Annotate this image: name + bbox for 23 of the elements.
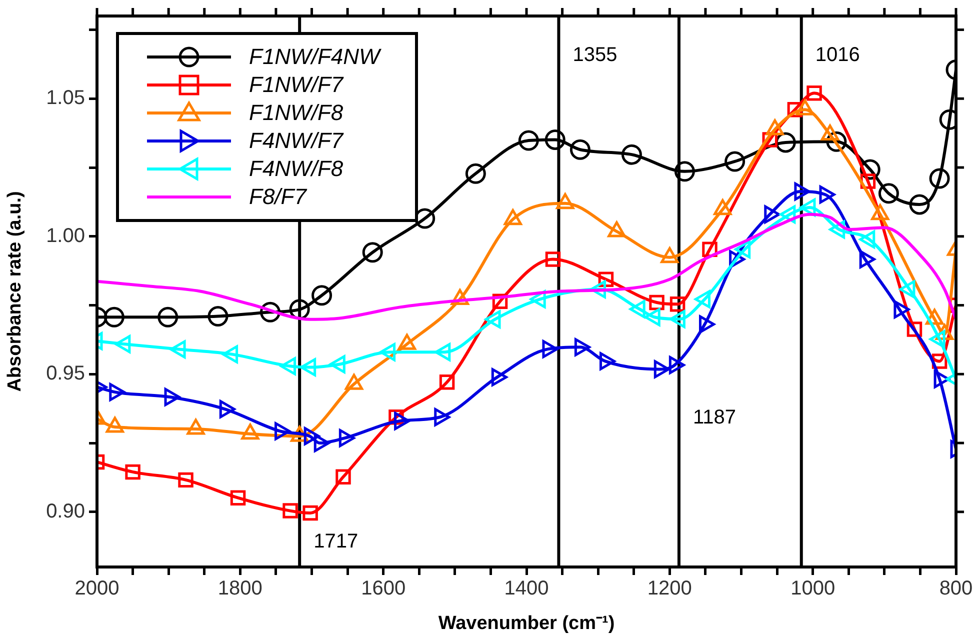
annotation: 1016 xyxy=(815,44,860,66)
y-tick-label: 1.00 xyxy=(46,224,85,247)
annotation: 1187 xyxy=(692,406,736,429)
x-tick-label: 1400 xyxy=(504,578,549,600)
y-axis-title: Absorbance rate (a.u.) xyxy=(4,191,26,392)
x-axis-title: Wavenumber (cm⁻¹) xyxy=(438,612,615,634)
x-tick-label: 800 xyxy=(939,578,973,600)
legend-label: F1NW/F8 xyxy=(249,100,344,126)
x-tick-label: 2000 xyxy=(74,578,120,600)
legend-label: F4NW/F7 xyxy=(249,128,344,154)
y-tick-label: 0.95 xyxy=(46,362,85,385)
legend-label: F8/F7 xyxy=(249,184,306,210)
x-tick-label: 1800 xyxy=(218,578,262,600)
y-tick-label: 0.90 xyxy=(46,500,85,522)
legend-label: F1NW/F4NW xyxy=(249,44,380,70)
annotation: 1717 xyxy=(314,530,358,553)
legend-label: F4NW/F8 xyxy=(249,156,344,182)
x-tick-label: 1200 xyxy=(647,578,692,600)
x-tick-label: 1000 xyxy=(790,578,836,600)
x-tick-label: 1600 xyxy=(361,578,406,600)
annotation: 1355 xyxy=(572,44,618,66)
y-tick-label: 1.05 xyxy=(46,87,85,110)
legend-label: F1NW/F7 xyxy=(249,72,344,98)
